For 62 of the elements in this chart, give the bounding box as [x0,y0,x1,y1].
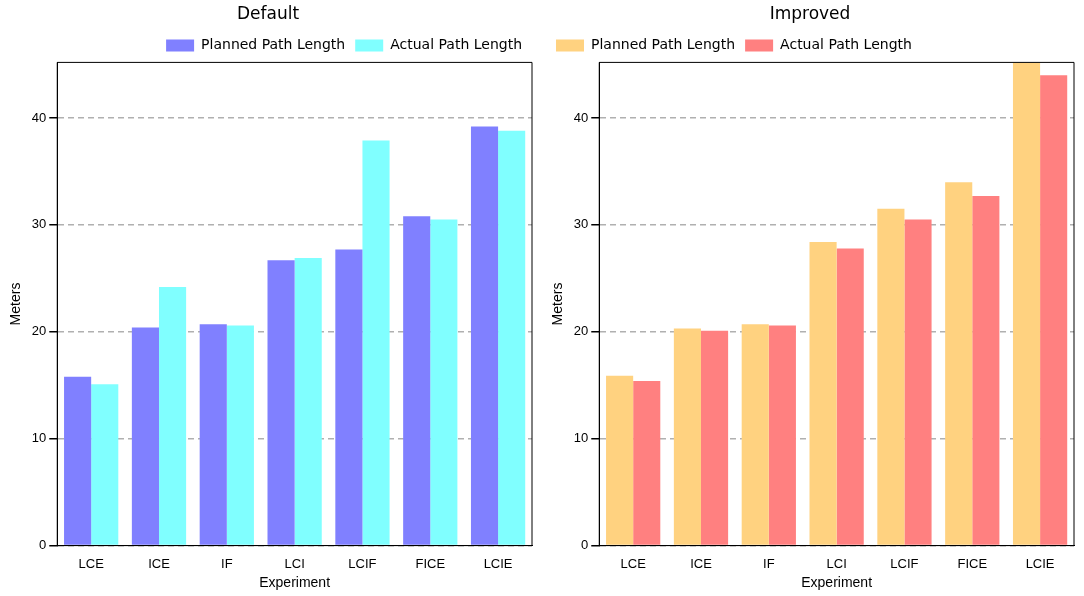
y-axis-title: Meters [549,282,566,326]
x-tick-label: LCE [78,555,105,571]
bar [403,216,431,545]
x-tick-label: LCI [826,555,847,571]
bar [606,375,634,545]
bar [267,260,295,545]
x-tick-label: FICE [415,555,446,571]
y-axis-title: Meters [7,282,24,326]
y-tick-label: 30 [31,216,47,232]
x-tick-label: LCIF [890,555,919,571]
bar [294,258,322,545]
x-tick-label: ICE [148,555,171,571]
bar [158,286,187,545]
x-tick-label: LCI [284,555,305,571]
y-tick-label: 20 [31,323,47,339]
y-tick-label: 0 [39,537,47,553]
y-tick-label: 10 [31,430,47,446]
x-tick-label: IF [763,555,775,571]
bar [741,324,769,545]
bar [498,130,526,545]
x-axis-title: Experiment [259,574,331,591]
bar [131,327,159,545]
x-tick-label: LCIE [483,555,513,571]
bar [809,242,837,545]
bar [700,330,729,545]
y-tick-label: 30 [573,216,589,232]
bar [904,219,932,545]
bar [768,325,796,545]
bar [1040,75,1068,545]
bar [64,376,92,545]
y-tick-label: 20 [573,323,589,339]
bar [91,384,119,545]
y-tick-label: 40 [31,109,47,125]
x-tick-label: ICE [690,555,713,571]
x-tick-label: LCIF [348,555,377,571]
x-tick-label: FICE [957,555,988,571]
bar [972,196,1000,545]
y-tick-label: 40 [573,109,589,125]
bar [226,325,254,545]
legend-label: Planned Path Length [591,36,736,53]
bar [673,328,701,545]
legend-label: Planned Path Length [201,36,346,53]
bar [470,126,499,545]
y-tick-label: 10 [573,430,589,446]
bar [633,380,661,545]
bar [335,249,363,545]
bar [945,182,973,545]
bar [430,219,458,545]
bar [1012,62,1041,545]
chart-title: Improved [769,2,851,23]
x-axis-title: Experiment [801,574,873,591]
x-tick-label: IF [221,555,233,571]
legend-label: Actual Path Length [390,36,523,53]
bar [362,140,390,545]
y-tick-label: 0 [581,537,589,553]
bar [199,324,227,545]
bar [877,208,905,545]
x-tick-label: LCIE [1025,555,1055,571]
chart-title: Default [236,2,300,23]
legend-label: Actual Path Length [780,36,912,53]
bar [836,248,864,545]
x-tick-label: LCE [620,555,647,571]
